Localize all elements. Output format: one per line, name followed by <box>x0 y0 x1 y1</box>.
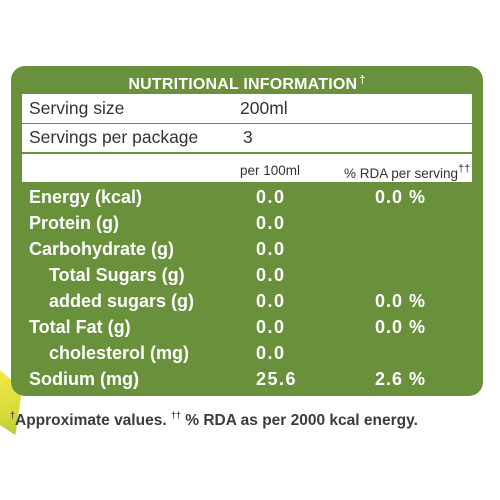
nutrient-per100: 0.0 <box>256 187 286 207</box>
title-text: NUTRITIONAL INFORMATION <box>128 76 358 93</box>
nutrient-rda: 2.6 % <box>375 369 427 389</box>
nutrient-row: Protein (g) 0.0 <box>11 210 483 236</box>
nutrient-per100: 0.0 <box>256 317 286 337</box>
nutrient-row: added sugars (g) 0.0 0.0 % <box>11 288 483 314</box>
nutrient-rda: 0.0 % <box>375 291 427 311</box>
col-rda-mark: †† <box>458 163 471 175</box>
servings-value: 3 <box>243 127 253 147</box>
serving-size-value: 200ml <box>240 98 288 118</box>
footnote-mark-2: †† <box>170 410 181 420</box>
footnote-mark-1: † <box>10 410 16 420</box>
serving-info-box: Serving size 200ml Servings per package … <box>22 94 472 152</box>
footnote: †Approximate values. †† % RDA as per 200… <box>10 410 418 430</box>
serving-size-label: Serving size <box>29 98 125 118</box>
nutrient-row: Carbohydrate (g) 0.0 <box>11 236 483 262</box>
nutrient-per100: 0.0 <box>256 213 286 233</box>
nutrition-panel: NUTRITIONAL INFORMATION † Serving size 20… <box>11 66 483 396</box>
panel-title: NUTRITIONAL INFORMATION † <box>11 66 483 94</box>
footnote-text-2: % RDA as per 2000 kcal energy. <box>185 412 418 429</box>
nutrient-per100: 0.0 <box>256 291 286 311</box>
nutrient-name: Protein (g) <box>29 213 119 233</box>
nutrient-name: Total Sugars (g) <box>49 265 185 285</box>
nutrient-rda: 0.0 % <box>375 317 427 337</box>
nutrient-name: added sugars (g) <box>49 291 195 311</box>
col-per100-header: per 100ml <box>240 163 301 178</box>
nutrient-name: Carbohydrate (g) <box>29 239 175 259</box>
nutrient-row: Total Sugars (g) 0.0 <box>11 262 483 288</box>
nutrient-row: Total Fat (g) 0.0 0.0 % <box>11 314 483 340</box>
nutrient-row: cholesterol (mg) 0.0 <box>11 340 483 366</box>
col-rda-header: % RDA per serving†† <box>344 163 470 181</box>
footnote-text-1: Approximate values. <box>15 412 167 429</box>
nutrient-per100: 0.0 <box>256 343 286 363</box>
nutrient-per100: 25.6 <box>256 369 298 389</box>
nutrient-per100: 0.0 <box>256 265 286 285</box>
nutrient-name: cholesterol (mg) <box>49 343 190 363</box>
nutrient-row: Sodium (mg) 25.6 2.6 % <box>11 366 483 392</box>
nutrient-per100: 0.0 <box>256 239 286 259</box>
column-header: per 100ml % RDA per serving†† <box>22 154 472 182</box>
nutrient-row: Energy (kcal) 0.0 0.0 % <box>11 184 483 210</box>
nutrient-rda: 0.0 % <box>375 187 427 207</box>
col-rda-text: % RDA per serving <box>344 166 459 181</box>
servings-row: Servings per package 3 <box>22 123 472 152</box>
nutrient-name: Sodium (mg) <box>29 369 139 389</box>
nutrient-name: Energy (kcal) <box>29 187 143 207</box>
title-dagger-mark: † <box>359 74 366 86</box>
nutrient-name: Total Fat (g) <box>29 317 131 337</box>
servings-label: Servings per package <box>29 127 199 147</box>
serving-size-row: Serving size 200ml <box>22 94 472 124</box>
